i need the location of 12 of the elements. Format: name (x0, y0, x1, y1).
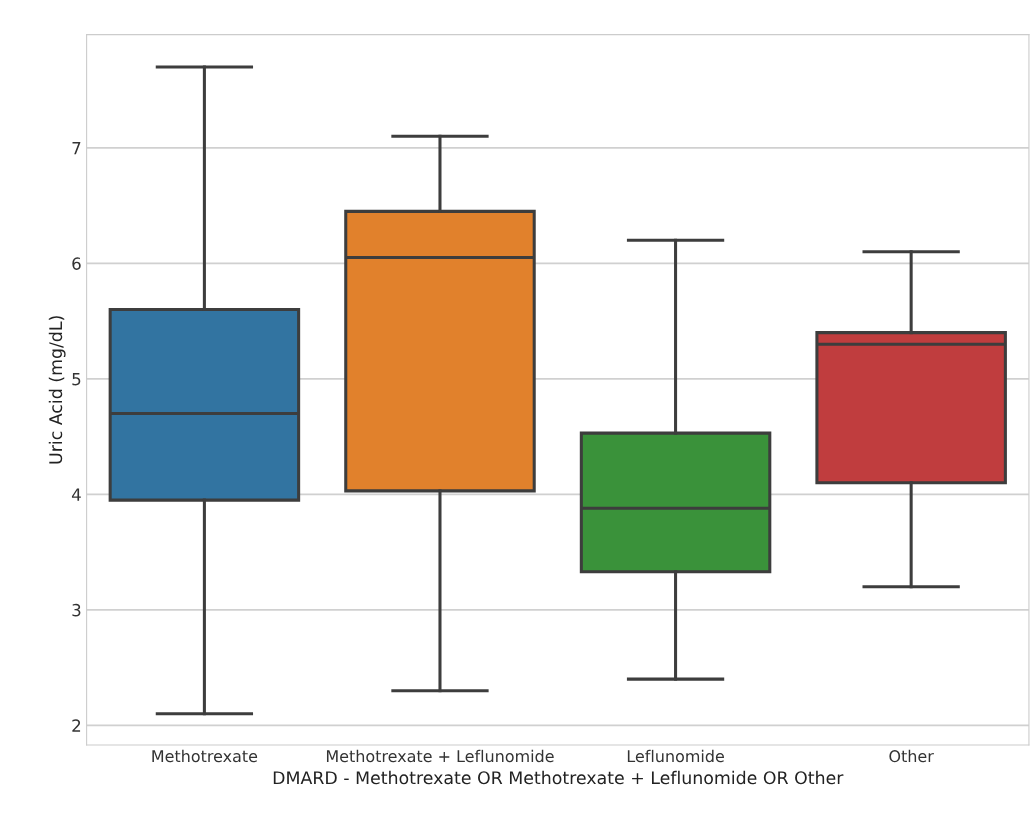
y-tick-label: 3 (72, 603, 81, 617)
y-axis-title: Uric Acid (mg/dL) (48, 316, 66, 464)
y-tick-label: 2 (72, 719, 81, 732)
x-tick-label: Methotrexate (152, 749, 258, 763)
x-tick-label: Leflunomide (627, 749, 724, 763)
y-tick-label: 6 (72, 257, 81, 270)
y-tick-label: 7 (72, 142, 81, 155)
x-axis-title: DMARD - Methotrexate OR Methotrexate + Leflunomide OR Other (273, 770, 844, 785)
x-tick-label: Other (889, 749, 934, 763)
y-tick-label: 5 (72, 373, 81, 386)
x-tick-label: Methotrexate + Leflunomide (326, 749, 554, 763)
y-tick-label: 4 (71, 488, 81, 501)
